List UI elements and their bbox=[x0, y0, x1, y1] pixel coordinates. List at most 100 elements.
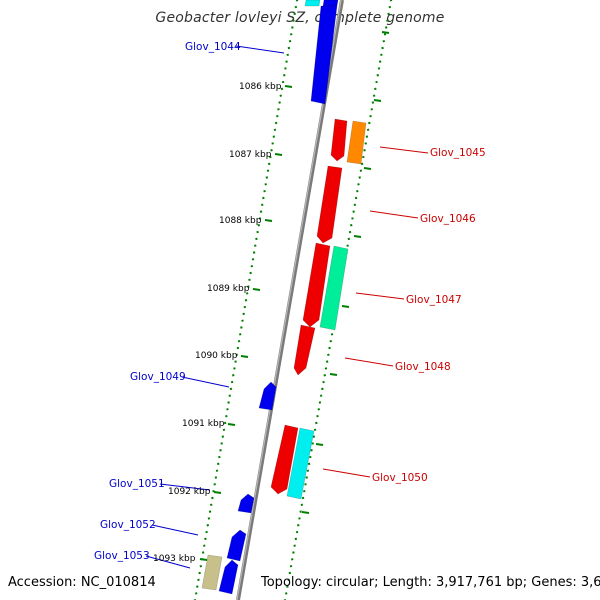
gene-feature-glov-1045-a[interactable] bbox=[330, 118, 348, 162]
ruler-tick bbox=[352, 210, 355, 213]
ruler-tick bbox=[374, 87, 377, 91]
ruler-tick bbox=[330, 333, 334, 336]
ruler-tick bbox=[284, 67, 287, 70]
ruler-tick bbox=[220, 442, 223, 445]
ruler-tick bbox=[262, 196, 265, 200]
ruler-tick bbox=[259, 210, 263, 213]
ruler-major-tick bbox=[301, 511, 310, 514]
ruler-tick bbox=[375, 80, 378, 84]
ruler-tick bbox=[293, 544, 296, 547]
ruler-tick bbox=[203, 544, 206, 547]
gene-features bbox=[201, 0, 367, 595]
ruler-tick bbox=[255, 237, 258, 241]
gene-feature-glov-1053-a[interactable] bbox=[201, 554, 223, 591]
callout-line-glov-1052 bbox=[151, 524, 199, 536]
gene-feature-glov-1046[interactable] bbox=[316, 165, 343, 244]
gene-feature-glov-1051[interactable] bbox=[237, 493, 255, 514]
ruler-tick bbox=[214, 476, 218, 479]
ruler-tick bbox=[329, 339, 333, 343]
ruler-tick bbox=[218, 455, 221, 459]
ruler-tick bbox=[206, 524, 209, 527]
ruler-label: 1090 kbp bbox=[195, 351, 238, 361]
ruler-tick bbox=[347, 237, 351, 241]
ruler-tick bbox=[307, 462, 311, 466]
ruler-tick bbox=[207, 517, 211, 520]
ruler-tick bbox=[278, 101, 281, 104]
ruler-tick bbox=[295, 530, 299, 534]
ruler-tick bbox=[229, 387, 233, 391]
gene-label-glov-1052[interactable]: Glov_1052 bbox=[100, 519, 156, 531]
ruler-tick bbox=[277, 108, 280, 111]
ruler-tick bbox=[306, 469, 310, 472]
ruler-tick bbox=[288, 571, 292, 575]
ruler-tick bbox=[316, 414, 319, 418]
ruler-label: 1092 kbp bbox=[168, 487, 211, 497]
ruler-tick bbox=[265, 176, 269, 179]
ruler-major-tick bbox=[227, 423, 236, 426]
ruler-tick bbox=[254, 244, 257, 247]
gene-label-glov-1051[interactable]: Glov_1051 bbox=[109, 478, 165, 490]
ruler-tick bbox=[287, 578, 290, 582]
ruler-tick bbox=[325, 360, 329, 363]
gene-feature-glov-1047-b[interactable] bbox=[319, 245, 349, 331]
ruler-tick bbox=[286, 585, 289, 588]
ruler-tick bbox=[288, 39, 292, 43]
gene-feature-glov-1053-b[interactable] bbox=[218, 559, 239, 595]
gene-feature-glov-1049[interactable] bbox=[258, 381, 277, 411]
ruler-tick bbox=[362, 155, 365, 159]
ruler-tick bbox=[204, 537, 207, 541]
ruler-tick bbox=[238, 333, 242, 336]
ruler-major-tick bbox=[240, 355, 249, 358]
gene-feature-glov-1050-a[interactable] bbox=[270, 424, 299, 495]
ruler-tick bbox=[232, 374, 235, 377]
gene-feature-top-cyan[interactable] bbox=[304, 0, 321, 7]
ruler-major-tick bbox=[373, 99, 382, 102]
gene-feature-glov-1048[interactable] bbox=[293, 324, 316, 376]
gene-label-glov-1053[interactable]: Glov_1053 bbox=[94, 550, 150, 562]
ruler-tick bbox=[257, 224, 260, 227]
gene-label-glov-1048[interactable]: Glov_1048 bbox=[395, 361, 451, 373]
gene-label-glov-1045[interactable]: Glov_1045 bbox=[430, 147, 486, 159]
ruler-tick bbox=[281, 80, 285, 84]
gene-label-glov-1049[interactable]: Glov_1049 bbox=[130, 371, 186, 383]
ruler-tick bbox=[284, 592, 288, 595]
gene-label-glov-1047[interactable]: Glov_1047 bbox=[406, 294, 462, 306]
ruler-tick bbox=[209, 503, 213, 507]
ruler-tick bbox=[359, 169, 363, 172]
ruler-tick bbox=[346, 244, 349, 247]
ruler-label: 1093 kbp bbox=[153, 554, 196, 564]
gene-feature-top-blue[interactable] bbox=[322, 0, 339, 7]
ruler-tick bbox=[290, 558, 294, 561]
ruler-tick bbox=[264, 183, 267, 186]
gene-feature-glov-1052[interactable] bbox=[226, 529, 247, 562]
ruler-tick bbox=[205, 530, 208, 534]
callout-line-glov-1051 bbox=[159, 483, 211, 491]
ruler-tick bbox=[321, 387, 324, 391]
ruler-tick bbox=[274, 121, 278, 125]
ruler-tick bbox=[199, 564, 203, 568]
callout-line-glov-1049 bbox=[181, 376, 230, 388]
gene-feature-glov-1047-a[interactable] bbox=[302, 242, 331, 328]
ruler-major-tick bbox=[252, 288, 261, 291]
ruler-major-tick bbox=[363, 167, 372, 170]
ruler-tick bbox=[271, 142, 274, 145]
ruler-major-tick bbox=[264, 219, 273, 222]
ruler-tick bbox=[389, 0, 393, 2]
callout-line-glov-1044 bbox=[235, 45, 285, 54]
ruler-tick bbox=[252, 251, 256, 254]
ruler-tick bbox=[309, 455, 312, 459]
gene-feature-glov-1045-b[interactable] bbox=[346, 120, 367, 165]
gene-label-glov-1046[interactable]: Glov_1046 bbox=[420, 213, 476, 225]
ruler-tick bbox=[272, 135, 276, 138]
gene-label-glov-1044[interactable]: Glov_1044 bbox=[185, 41, 241, 53]
gene-label-glov-1050[interactable]: Glov_1050 bbox=[372, 472, 428, 484]
gene-feature-glov-1050-b[interactable] bbox=[286, 427, 315, 500]
ruler-tick bbox=[248, 278, 251, 282]
gene-feature-glov-1044[interactable] bbox=[310, 5, 338, 105]
ruler-tick bbox=[387, 12, 390, 16]
ruler-tick bbox=[376, 74, 379, 77]
ruler-tick bbox=[370, 108, 373, 111]
ruler-major-tick bbox=[315, 443, 324, 446]
ruler-tick bbox=[266, 169, 270, 172]
